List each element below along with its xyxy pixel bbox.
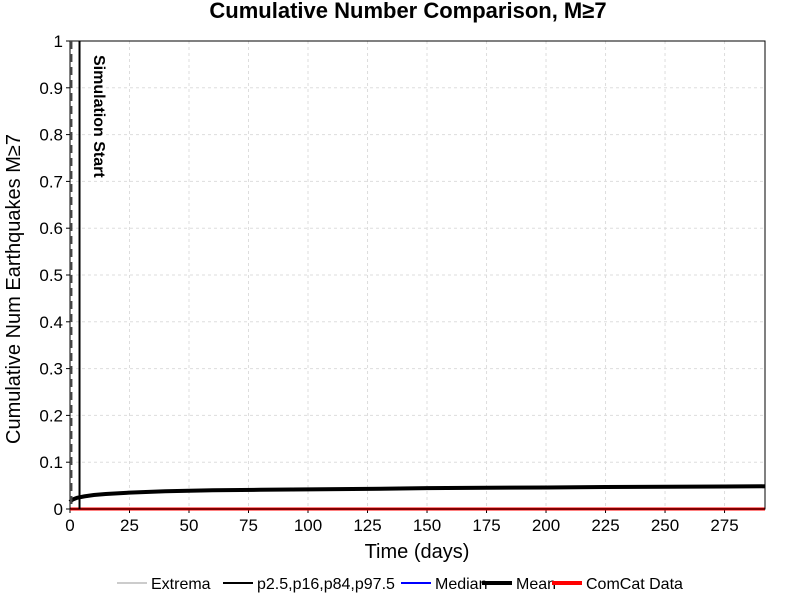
x-axis-label: Time (days) — [365, 541, 470, 563]
y-tick-label: 0.8 — [39, 126, 63, 145]
chart-title: Cumulative Number Comparison, M≥7 — [209, 0, 606, 23]
legend-label-extrema: Extrema — [151, 576, 211, 593]
y-axis-label: Cumulative Num Earthquakes M≥7 — [3, 134, 25, 444]
y-tick-label: 0.5 — [39, 266, 63, 285]
x-tick-label: 50 — [180, 516, 199, 535]
x-tick-label: 25 — [120, 516, 139, 535]
x-tick-label: 175 — [472, 516, 500, 535]
x-tick-label: 275 — [710, 516, 738, 535]
x-tick-label: 100 — [294, 516, 322, 535]
x-tick-label: 200 — [532, 516, 560, 535]
legend-label-comcat-data: ComCat Data — [586, 576, 683, 593]
x-tick-label: 75 — [239, 516, 258, 535]
legend-label-mean: Mean — [516, 576, 556, 593]
x-tick-label: 250 — [651, 516, 679, 535]
axis-ticks: 0 25 50 75 100 125 150 175 200 225 250 275 0 0.1 0.2 0.… — [39, 32, 738, 535]
x-tick-label: 0 — [65, 516, 74, 535]
y-tick-label: 0.2 — [39, 406, 63, 425]
series-mean — [68, 484, 766, 504]
legend-label-p2-5-p16-p84-p97-5: p2.5,p16,p84,p97.5 — [257, 576, 395, 593]
legend-label-median: Median — [435, 576, 487, 593]
x-tick-label: 150 — [413, 516, 441, 535]
y-tick-label: 0.6 — [39, 219, 63, 238]
legend: Extrema p2.5,p16,p84,p97.5 Median Mean ComCa… — [117, 576, 683, 593]
x-tick-label: 225 — [591, 516, 619, 535]
y-tick-label: 0.9 — [39, 79, 63, 98]
y-tick-label: 0.3 — [39, 360, 63, 379]
x-tick-label: 125 — [353, 516, 381, 535]
y-tick-label: 0.1 — [39, 453, 63, 472]
simulation-start-label: Simulation Start — [90, 55, 107, 178]
grid — [70, 40, 765, 509]
annotation-layer: Simulation Start — [69, 41, 107, 509]
y-tick-label: 1 — [54, 32, 63, 51]
y-tick-label: 0 — [54, 500, 63, 519]
y-tick-label: 0.7 — [39, 172, 63, 191]
y-tick-label: 0.4 — [39, 313, 63, 332]
